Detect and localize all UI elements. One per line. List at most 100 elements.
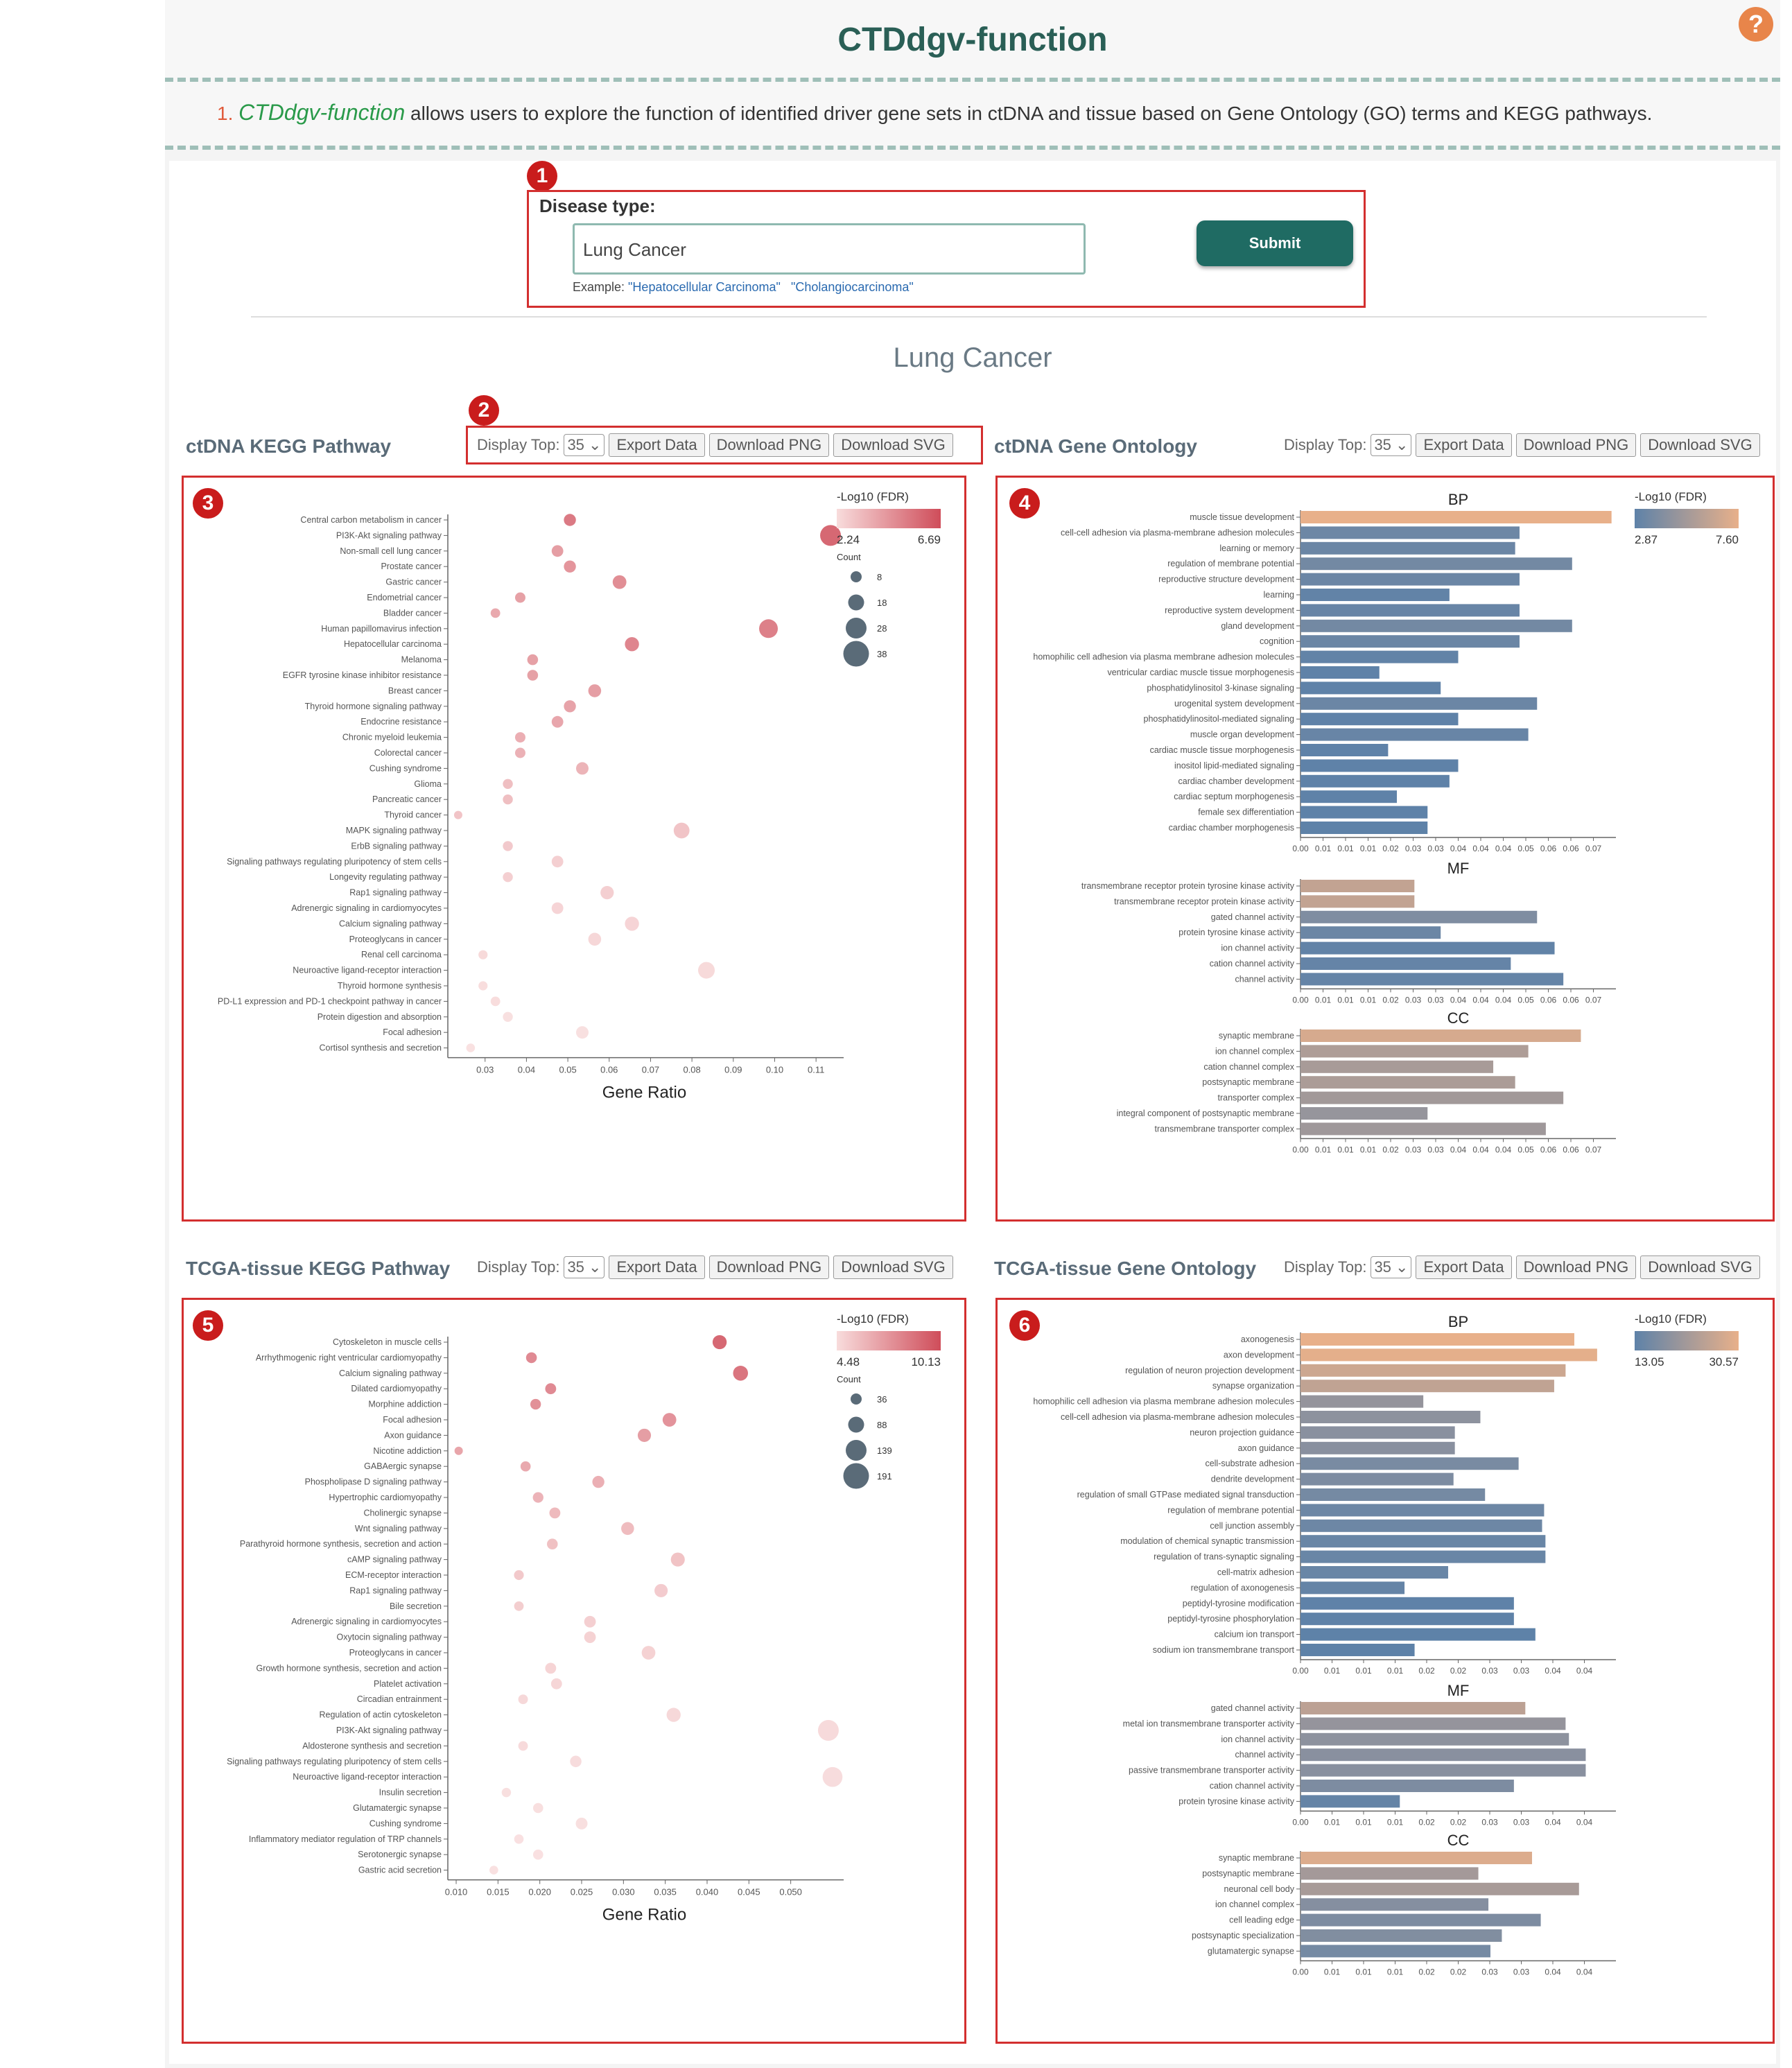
data-point xyxy=(454,1446,463,1455)
controls-ctdna-kegg: Display Top: 35 ⌄ Export Data Download P… xyxy=(477,433,953,457)
y-tick-label: Breast cancer xyxy=(388,686,442,695)
y-tick-label: gland development xyxy=(1221,621,1294,631)
y-tick-label: cell-cell adhesion via plasma-membrane a… xyxy=(1061,1412,1294,1422)
bar xyxy=(1300,1107,1428,1120)
x-tick-label: 0.035 xyxy=(654,1887,677,1897)
bar xyxy=(1300,744,1389,756)
download-svg-button[interactable]: Download SVG xyxy=(1640,1255,1760,1279)
example-link-hcc[interactable]: "Hepatocellular Carcinoma" xyxy=(628,280,781,294)
y-tick-label: Proteoglycans in cancer xyxy=(349,935,442,944)
export-data-button[interactable]: Export Data xyxy=(1416,433,1512,457)
bar xyxy=(1300,1441,1455,1454)
download-svg-button[interactable]: Download SVG xyxy=(833,433,953,457)
page-container: CTDdgv-function ? 1. CTDdgv-function all… xyxy=(165,0,1780,2068)
bar xyxy=(1300,1380,1554,1393)
download-png-button[interactable]: Download PNG xyxy=(708,1255,830,1279)
display-top-select[interactable]: 35 ⌄ xyxy=(564,1256,605,1278)
disease-type-input[interactable]: Lung Cancer xyxy=(573,223,1086,275)
bar xyxy=(1300,1348,1597,1362)
x-tick-label: 0.01 xyxy=(1355,1967,1372,1976)
x-tick-label: 0.05 xyxy=(559,1065,576,1075)
y-tick-label: EGFR tyrosine kinase inhibitor resistanc… xyxy=(283,670,442,680)
step-badge-3: 3 xyxy=(193,488,223,519)
y-tick-label: cell leading edge xyxy=(1229,1915,1294,1925)
download-png-button[interactable]: Download PNG xyxy=(1515,1255,1637,1279)
y-tick-label: muscle tissue development xyxy=(1190,512,1294,522)
bar xyxy=(1300,1411,1481,1423)
download-png-button[interactable]: Download PNG xyxy=(708,433,830,457)
y-tick-label: postsynaptic specialization xyxy=(1192,1931,1294,1940)
y-tick-label: regulation of membrane potential xyxy=(1167,559,1294,568)
bar xyxy=(1300,1581,1405,1595)
export-data-button[interactable]: Export Data xyxy=(609,1255,705,1279)
export-data-button[interactable]: Export Data xyxy=(609,433,705,457)
x-tick-label: 0.03 xyxy=(1481,1967,1498,1976)
chart-box-tissue-go xyxy=(995,1298,1775,2044)
description-bar: 1. CTDdgv-function allows users to explo… xyxy=(165,82,1780,150)
bar xyxy=(1300,1029,1581,1042)
y-tick-label: Endocrine resistance xyxy=(360,717,442,727)
legend-size-dot xyxy=(843,1463,869,1489)
x-tick-label: 0.04 xyxy=(1576,1817,1593,1827)
example-link-cca[interactable]: "Cholangiocarcinoma" xyxy=(790,280,914,294)
y-tick-label: ECM-receptor interaction xyxy=(345,1570,442,1580)
data-point xyxy=(478,981,488,991)
display-top-select[interactable]: 35 ⌄ xyxy=(564,434,605,456)
x-tick-label: 0.01 xyxy=(1360,1145,1377,1154)
data-point xyxy=(759,619,778,638)
display-top-select[interactable]: 35 ⌄ xyxy=(1371,1256,1412,1278)
submit-button[interactable]: Submit xyxy=(1197,220,1353,266)
data-point xyxy=(489,1866,498,1875)
export-data-button[interactable]: Export Data xyxy=(1416,1255,1512,1279)
y-tick-label: Adrenergic signaling in cardiomyocytes xyxy=(291,1617,442,1626)
data-point xyxy=(564,514,576,526)
y-tick-label: Hypertrophic cardiomyopathy xyxy=(329,1493,442,1502)
display-top-value: 35 xyxy=(1374,436,1391,453)
facet-title: BP xyxy=(1448,1313,1468,1330)
y-tick-label: gated channel activity xyxy=(1211,912,1295,922)
bar xyxy=(1300,589,1450,601)
legend-max: 7.60 xyxy=(1716,533,1739,546)
x-tick-label: 0.03 xyxy=(1405,1145,1422,1154)
y-tick-label: transmembrane transporter complex xyxy=(1155,1124,1295,1133)
bar xyxy=(1300,526,1520,539)
y-tick-label: Phospholipase D signaling pathway xyxy=(305,1477,442,1487)
y-tick-label: Calcium signaling pathway xyxy=(339,1368,442,1378)
display-top-select[interactable]: 35 ⌄ xyxy=(1371,434,1412,456)
data-point xyxy=(503,1011,513,1022)
bar xyxy=(1300,1717,1566,1730)
panel-title-ctdna-go: ctDNA Gene Ontology xyxy=(994,435,1197,457)
data-point xyxy=(600,886,614,900)
legend-size-dot xyxy=(848,594,864,611)
y-tick-label: synapse organization xyxy=(1212,1381,1294,1391)
bar xyxy=(1300,880,1415,892)
bar xyxy=(1300,697,1538,710)
divider xyxy=(251,316,1707,318)
y-tick-label: urogenital system development xyxy=(1174,699,1295,709)
x-tick-label: 0.05 xyxy=(1517,844,1534,853)
data-point xyxy=(822,1766,843,1787)
data-point xyxy=(530,1398,541,1410)
download-svg-button[interactable]: Download SVG xyxy=(1640,433,1760,457)
data-point xyxy=(551,902,564,914)
x-tick-label: 0.03 xyxy=(476,1065,494,1075)
display-top-label: Display Top: xyxy=(477,1258,560,1276)
download-svg-button[interactable]: Download SVG xyxy=(833,1255,953,1279)
y-tick-label: Thyroid cancer xyxy=(384,810,442,820)
y-tick-label: Proteoglycans in cancer xyxy=(349,1648,442,1658)
x-tick-label: 0.03 xyxy=(1481,1666,1498,1676)
chevron-down-icon: ⌄ xyxy=(589,436,602,453)
y-tick-label: cell-matrix adhesion xyxy=(1217,1567,1294,1577)
x-tick-label: 0.06 xyxy=(1563,1145,1579,1154)
legend-title: -Log10 (FDR) xyxy=(837,490,909,503)
data-point xyxy=(490,996,501,1007)
help-icon[interactable]: ? xyxy=(1739,7,1773,42)
bar xyxy=(1300,1644,1415,1656)
y-tick-label: cardiac septum morphogenesis xyxy=(1174,792,1294,801)
y-tick-label: Glutamatergic synapse xyxy=(353,1803,442,1813)
x-tick-label: 0.04 xyxy=(1576,1967,1593,1976)
x-tick-label: 0.07 xyxy=(1585,995,1602,1005)
data-point xyxy=(551,715,564,728)
download-png-button[interactable]: Download PNG xyxy=(1515,433,1637,457)
bar xyxy=(1300,1882,1579,1895)
